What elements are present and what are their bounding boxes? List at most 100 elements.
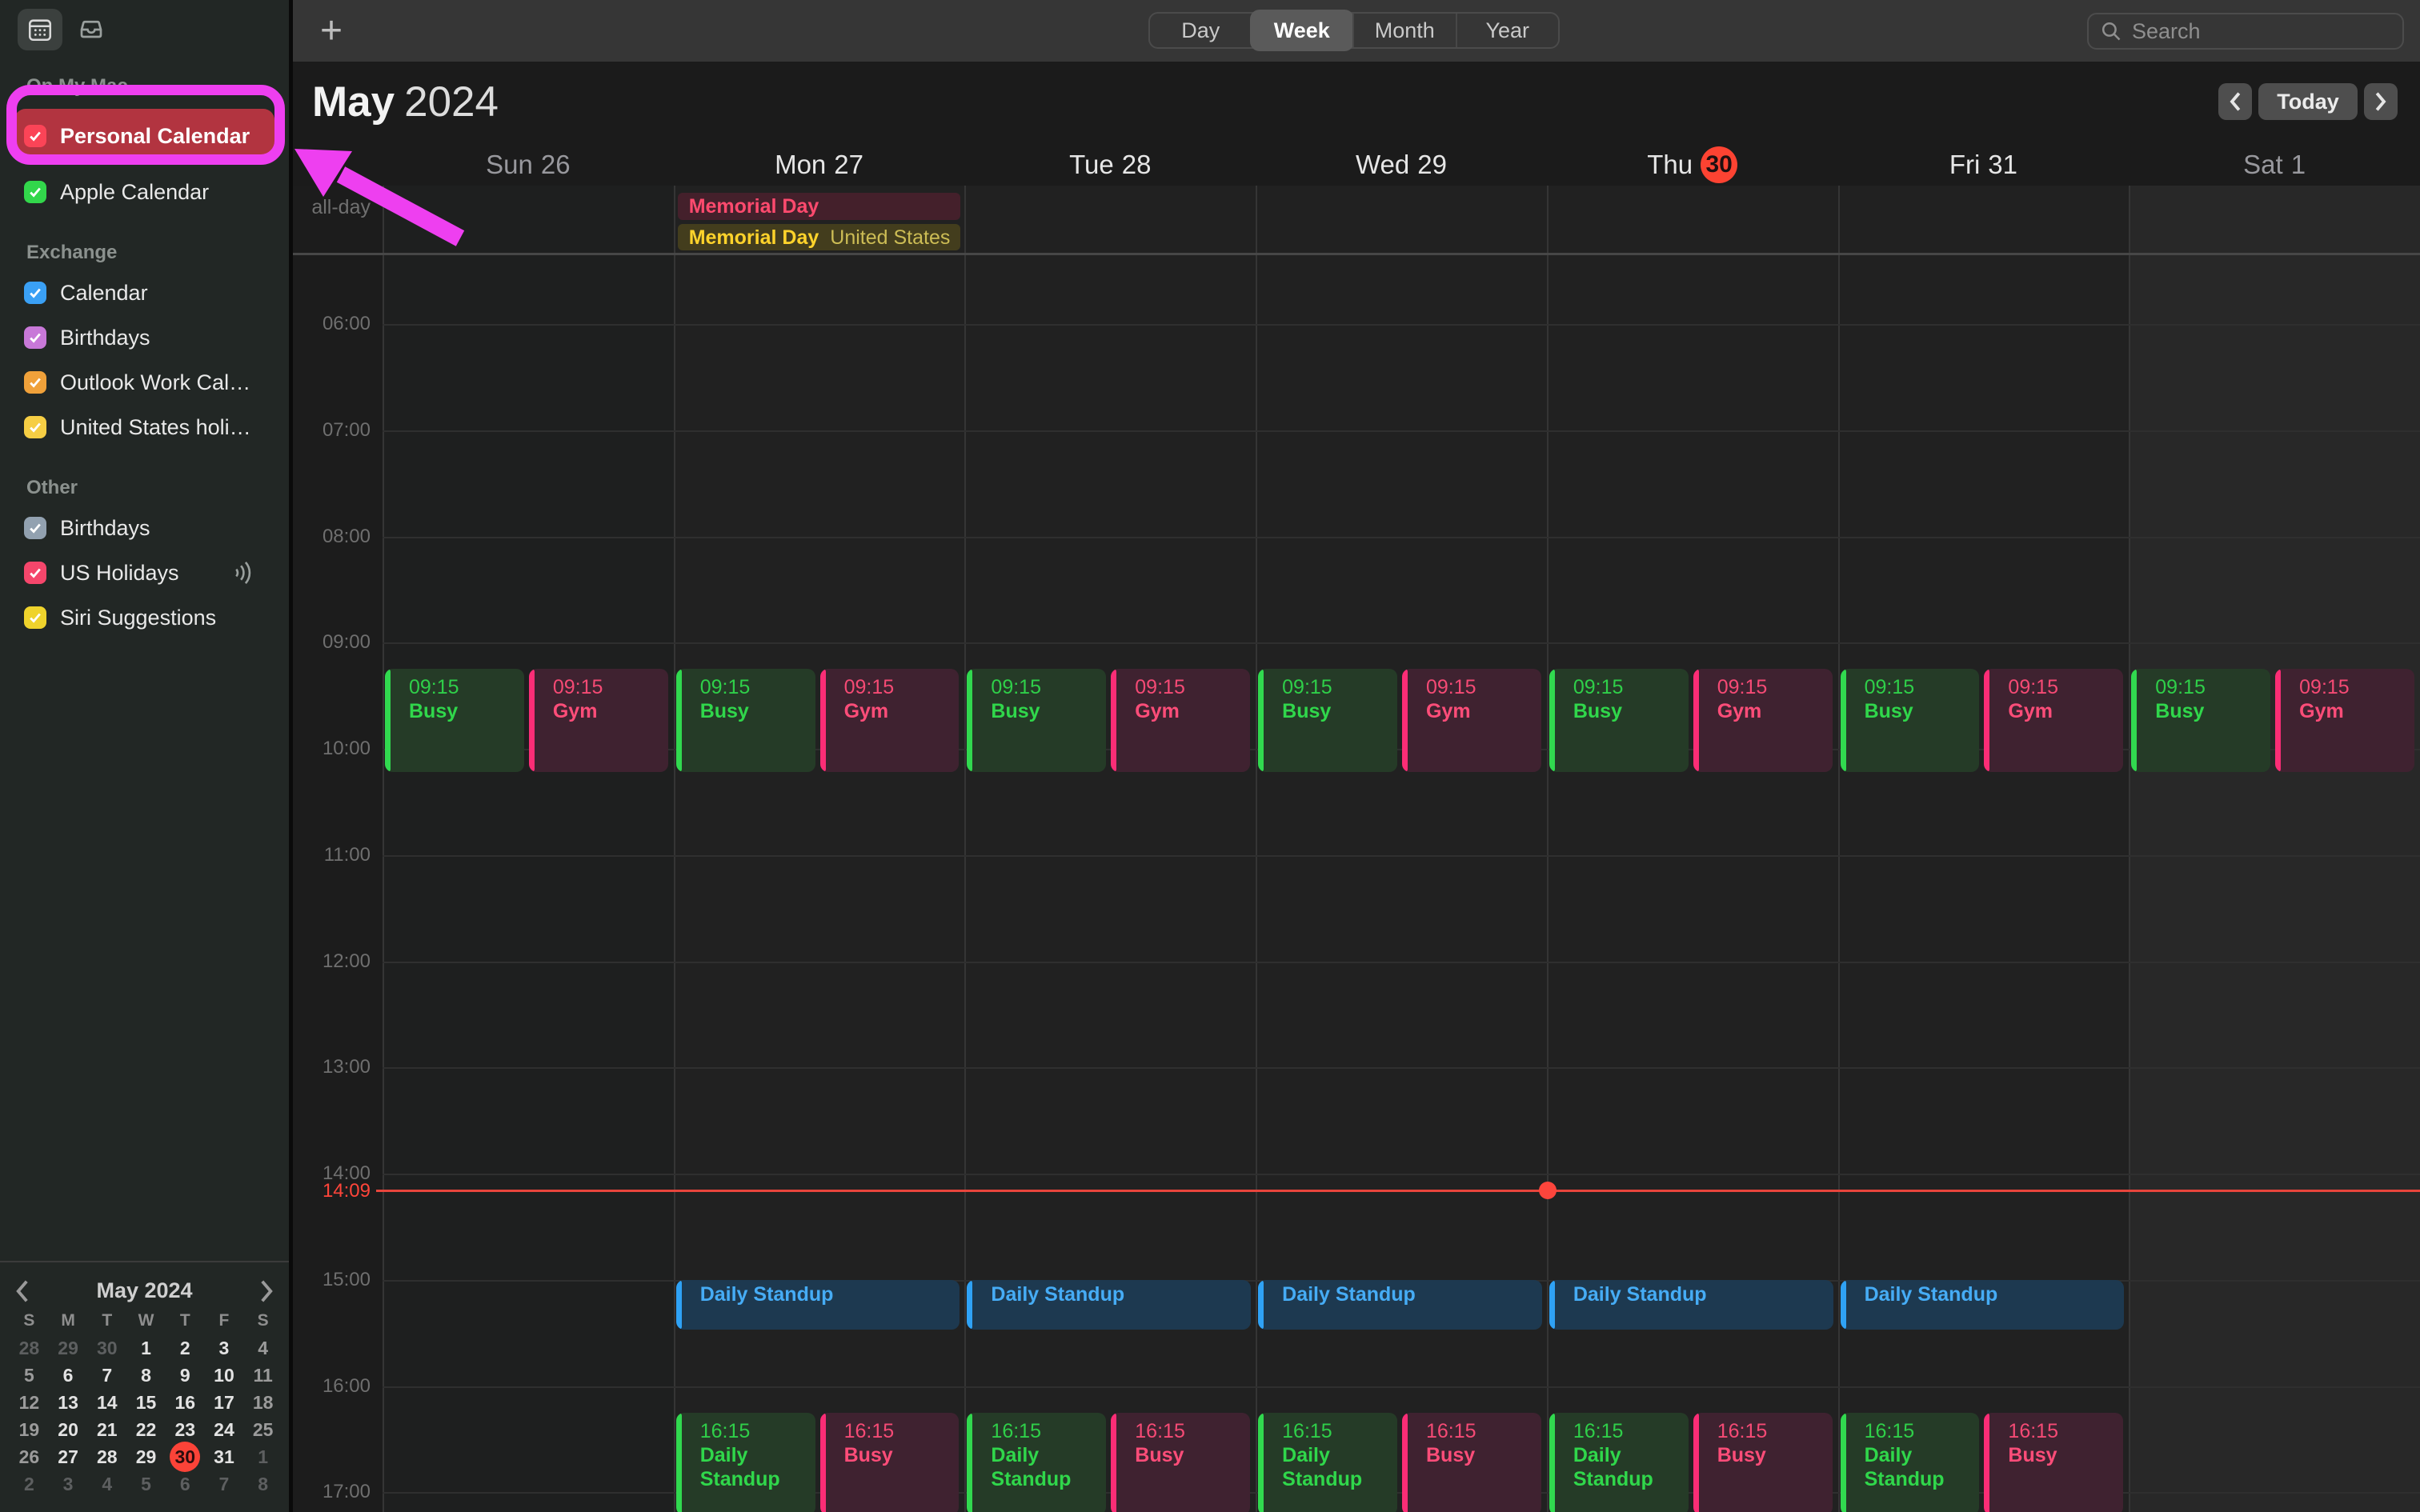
- mini-day-cell[interactable]: 11: [253, 1364, 273, 1386]
- event-daily-standup[interactable]: Daily Standup: [1549, 1279, 1833, 1330]
- mini-day-cell[interactable]: 22: [135, 1418, 157, 1440]
- event-daily-standup[interactable]: 16:15 Daily Standup: [675, 1412, 815, 1512]
- mini-day-cell[interactable]: 29: [135, 1446, 157, 1467]
- event-daily-standup[interactable]: Daily Standup: [675, 1279, 960, 1330]
- mini-day-cell[interactable]: 23: [174, 1418, 196, 1440]
- mini-day-cell[interactable]: 4: [258, 1337, 269, 1358]
- mini-day-cell[interactable]: 1: [258, 1446, 269, 1467]
- sidebar-item-birthdays[interactable]: Birthdays: [0, 315, 289, 360]
- mini-next-month-button[interactable]: [252, 1277, 281, 1306]
- sidebar-item-birthdays[interactable]: Birthdays: [0, 506, 289, 550]
- mini-day-cell[interactable]: 8: [141, 1364, 151, 1386]
- mini-day-cell[interactable]: 3: [62, 1473, 74, 1494]
- event-daily-standup[interactable]: Daily Standup: [1840, 1279, 2125, 1330]
- mini-day-cell[interactable]: 5: [141, 1473, 151, 1494]
- inbox-button[interactable]: [69, 9, 114, 50]
- all-day-event[interactable]: Memorial Day United States: [677, 224, 961, 250]
- event-daily-standup[interactable]: 16:15 Daily Standup: [967, 1412, 1107, 1512]
- mini-day-cell[interactable]: 13: [58, 1391, 78, 1413]
- mini-day-cell[interactable]: 9: [179, 1364, 190, 1386]
- view-tab-week[interactable]: Week: [1249, 10, 1354, 51]
- calendar-checkbox[interactable]: [24, 371, 46, 394]
- mini-day-cell[interactable]: 2: [23, 1473, 34, 1494]
- mini-day-cell[interactable]: 4: [102, 1473, 113, 1494]
- sidebar-item-united-states-holi[interactable]: United States holi…: [0, 405, 289, 450]
- event-gym[interactable]: 09:15 Gym: [1693, 669, 1833, 773]
- mini-day-cell[interactable]: 10: [214, 1364, 234, 1386]
- calendar-checkbox[interactable]: [24, 606, 46, 629]
- event-gym[interactable]: 09:15 Gym: [819, 669, 960, 773]
- new-event-button[interactable]: +: [319, 9, 343, 52]
- mini-day-cell[interactable]: 26: [18, 1446, 40, 1467]
- calendar-view-button[interactable]: [18, 9, 62, 50]
- mini-day-cell[interactable]: 21: [97, 1418, 118, 1440]
- event-busy[interactable]: 09:15 Busy: [675, 669, 815, 773]
- mini-day-cell[interactable]: 31: [214, 1446, 234, 1467]
- previous-week-button[interactable]: [2218, 83, 2252, 120]
- event-gym[interactable]: 09:15 Gym: [1402, 669, 1541, 773]
- event-busy[interactable]: 09:15 Busy: [385, 669, 524, 773]
- calendar-checkbox[interactable]: [24, 125, 46, 147]
- search-input[interactable]: [2132, 18, 2372, 44]
- mini-day-cell[interactable]: 18: [252, 1391, 274, 1413]
- mini-day-cell[interactable]: 30: [97, 1337, 118, 1358]
- mini-day-cell[interactable]: 2: [179, 1337, 190, 1358]
- mini-day-cell[interactable]: 6: [179, 1473, 190, 1494]
- today-button[interactable]: Today: [2258, 83, 2358, 120]
- mini-day-cell[interactable]: 20: [58, 1418, 78, 1440]
- mini-prev-month-button[interactable]: [8, 1277, 37, 1306]
- calendar-checkbox[interactable]: [24, 517, 46, 539]
- event-busy[interactable]: 09:15 Busy: [1840, 669, 1980, 773]
- mini-day-cell[interactable]: 7: [102, 1364, 113, 1386]
- event-daily-standup[interactable]: 16:15 Daily Standup: [1840, 1412, 1980, 1512]
- next-week-button[interactable]: [2364, 83, 2398, 120]
- mini-day-cell[interactable]: 17: [214, 1391, 234, 1413]
- event-daily-standup[interactable]: Daily Standup: [967, 1279, 1252, 1330]
- event-busy[interactable]: 16:15 Busy: [819, 1412, 960, 1512]
- search-field[interactable]: [2087, 13, 2404, 50]
- mini-day-cell[interactable]: 27: [58, 1446, 78, 1467]
- sidebar-item-siri-suggestions[interactable]: Siri Suggestions: [0, 595, 289, 640]
- event-gym[interactable]: 09:15 Gym: [1111, 669, 1251, 773]
- mini-day-cell[interactable]: 3: [218, 1337, 230, 1358]
- day-column-sat[interactable]: [2129, 186, 2420, 1512]
- calendar-checkbox[interactable]: [24, 181, 46, 203]
- sidebar-item-us-holidays[interactable]: US Holidays: [0, 550, 289, 595]
- event-busy[interactable]: 09:15 Busy: [967, 669, 1107, 773]
- mini-day-cell[interactable]: 19: [18, 1418, 40, 1440]
- view-tab-month[interactable]: Month: [1352, 14, 1456, 47]
- event-busy[interactable]: 09:15 Busy: [2131, 669, 2271, 773]
- event-busy[interactable]: 16:15 Busy: [1693, 1412, 1833, 1512]
- event-busy[interactable]: 16:15 Busy: [1984, 1412, 2124, 1512]
- event-daily-standup[interactable]: 16:15 Daily Standup: [1549, 1412, 1689, 1512]
- mini-day-cell[interactable]: 30: [166, 1442, 205, 1472]
- sidebar-item-apple-calendar[interactable]: Apple Calendar: [0, 170, 289, 214]
- sidebar-item-personal-calendar[interactable]: Personal Calendar: [14, 109, 274, 163]
- mini-day-cell[interactable]: 25: [252, 1418, 274, 1440]
- day-column-sun[interactable]: [383, 186, 674, 1512]
- mini-day-cell[interactable]: 12: [18, 1391, 40, 1413]
- mini-day-cell[interactable]: 5: [23, 1364, 34, 1386]
- calendar-checkbox[interactable]: [24, 416, 46, 438]
- view-tab-day[interactable]: Day: [1150, 14, 1252, 47]
- event-busy[interactable]: 09:15 Busy: [1549, 669, 1689, 773]
- mini-day-cell[interactable]: 14: [97, 1391, 118, 1413]
- event-daily-standup[interactable]: Daily Standup: [1258, 1279, 1542, 1330]
- event-busy[interactable]: 16:15 Busy: [1111, 1412, 1251, 1512]
- event-gym[interactable]: 09:15 Gym: [528, 669, 668, 773]
- view-tab-year[interactable]: Year: [1455, 14, 1559, 47]
- sidebar-item-outlook-work-cal[interactable]: Outlook Work Cal…: [0, 360, 289, 405]
- mini-day-cell[interactable]: 24: [214, 1418, 234, 1440]
- event-busy[interactable]: 09:15 Busy: [1258, 669, 1397, 773]
- mini-day-cell[interactable]: 16: [174, 1391, 196, 1413]
- event-gym[interactable]: 09:15 Gym: [1984, 669, 2124, 773]
- calendar-checkbox[interactable]: [24, 326, 46, 349]
- event-gym[interactable]: 09:15 Gym: [2275, 669, 2414, 773]
- mini-day-cell[interactable]: 6: [62, 1364, 74, 1386]
- event-busy[interactable]: 16:15 Busy: [1402, 1412, 1541, 1512]
- all-day-event[interactable]: Memorial Day: [677, 193, 961, 220]
- calendar-checkbox[interactable]: [24, 282, 46, 304]
- sidebar-item-calendar[interactable]: Calendar: [0, 270, 289, 315]
- mini-day-cell[interactable]: 15: [135, 1391, 157, 1413]
- calendar-checkbox[interactable]: [24, 562, 46, 584]
